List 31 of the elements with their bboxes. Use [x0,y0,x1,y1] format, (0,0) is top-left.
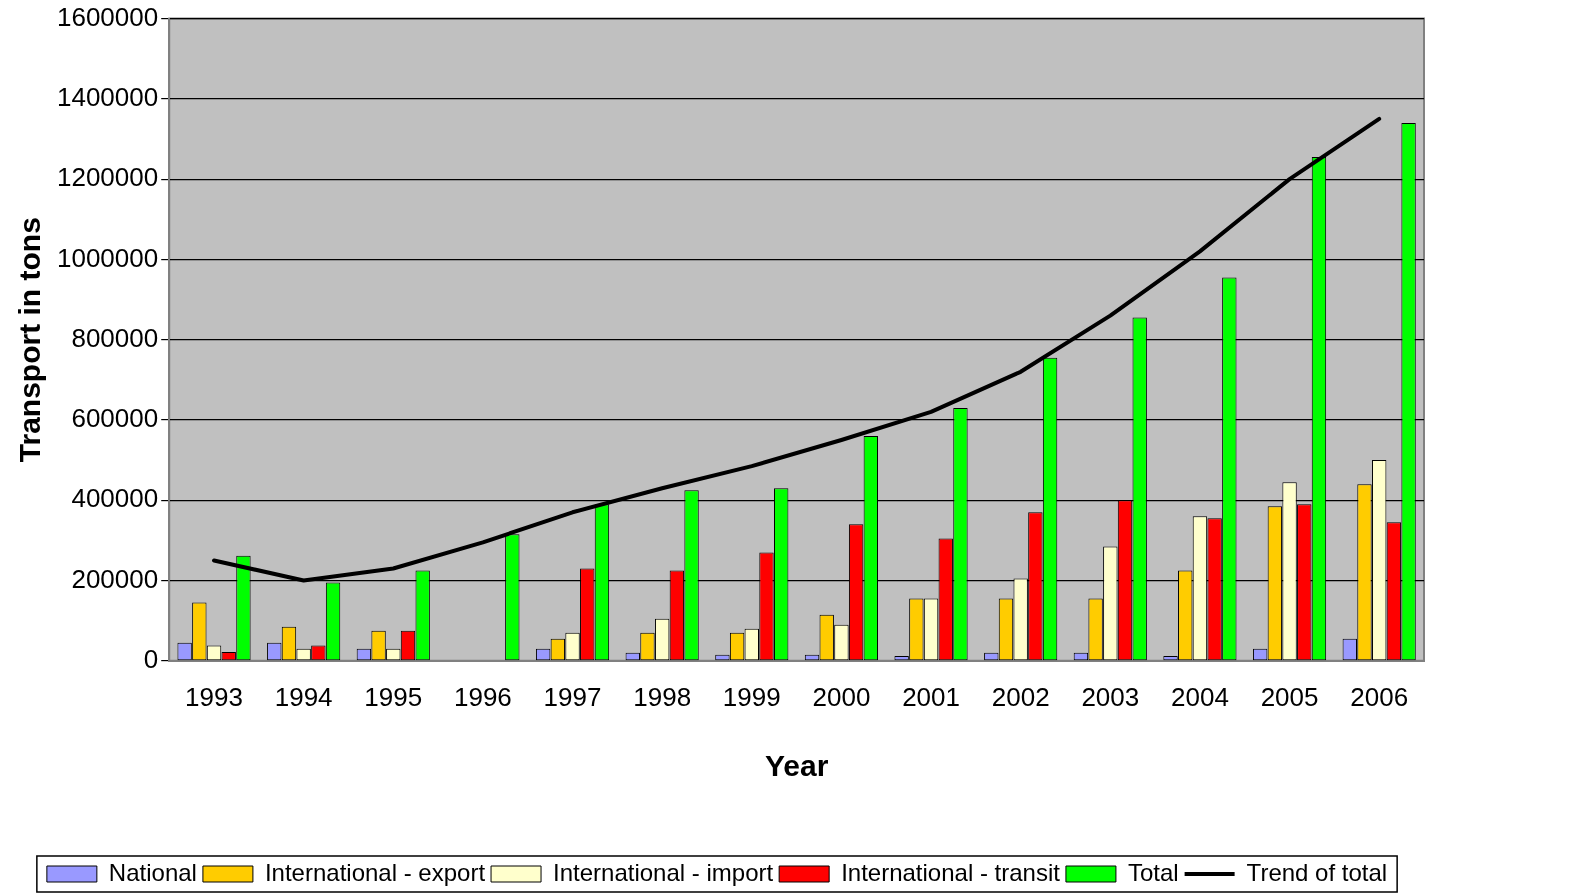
x-tick-label: 1993 [185,681,243,712]
y-tick-label: 1600000 [56,1,159,32]
x-axis-title: Year [764,749,829,783]
x-tick-label: 2001 [902,681,960,712]
legend-label: International - export [264,858,486,886]
y-tick-label: 1400000 [56,82,159,113]
legend-label: National [108,858,197,886]
legend-label: International - transit [841,858,1061,886]
legend-label: Trend of total [1246,858,1388,886]
legend-label: Total [1127,858,1179,886]
y-tick-label: 0 [143,643,159,674]
x-tick-label: 1997 [543,681,602,712]
y-tick-label: 800000 [71,322,159,353]
x-tick-label: 2006 [1350,681,1409,712]
y-tick-label: 600000 [71,403,159,434]
x-tick-label: 2004 [1171,681,1229,712]
x-tick-label: 2003 [1081,681,1140,712]
y-tick-label: 1000000 [56,242,159,273]
legend-label: International - import [553,858,774,886]
x-tick-label: 1994 [274,681,333,712]
x-tick-label: 2005 [1260,681,1319,712]
x-tick-label: 2000 [812,681,871,712]
y-axis-title: Transport in tons [13,217,47,463]
y-tick-label: 1200000 [56,162,159,193]
y-tick-label: 200000 [71,563,159,594]
x-tick-label: 1998 [633,681,692,712]
y-tick-label: 400000 [71,483,159,514]
x-tick-label: 2002 [991,681,1050,712]
x-tick-label: 1995 [364,681,423,712]
x-tick-label: 1999 [722,681,781,712]
x-tick-label: 1996 [453,681,512,712]
